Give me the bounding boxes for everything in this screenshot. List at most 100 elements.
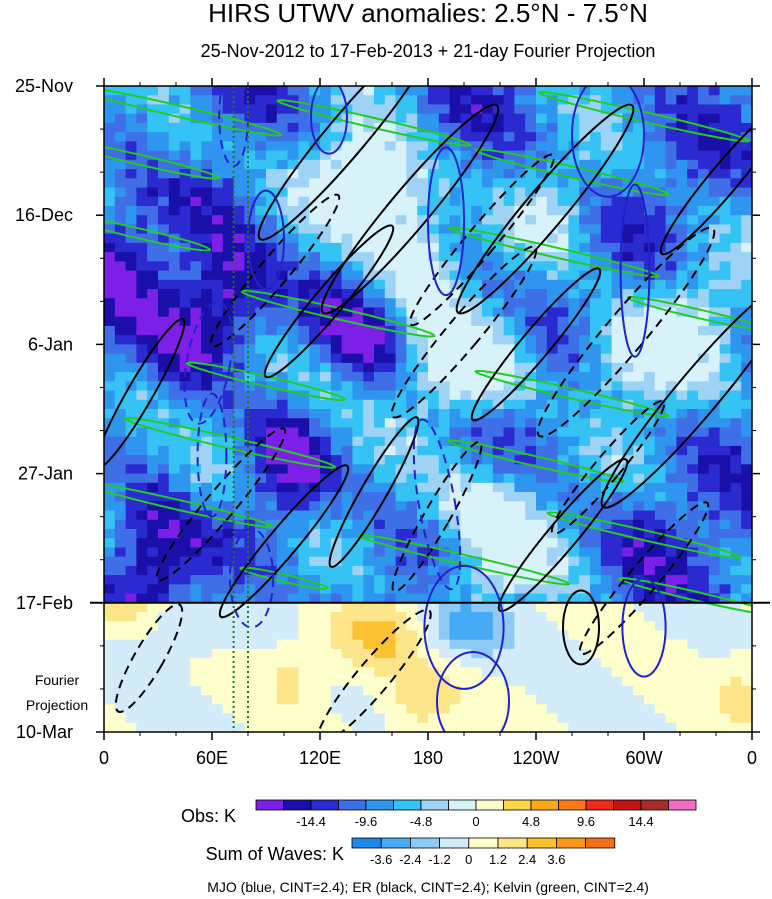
obs-cell bbox=[525, 538, 537, 549]
obs-cell bbox=[654, 335, 667, 345]
obs-cell bbox=[222, 510, 235, 521]
projection-cell bbox=[212, 685, 224, 696]
obs-cell bbox=[158, 270, 170, 281]
obs-cell bbox=[514, 547, 526, 558]
obs-cell bbox=[309, 224, 321, 235]
obs-cell bbox=[460, 289, 472, 299]
projection-cell bbox=[363, 685, 375, 696]
projection-cell bbox=[428, 639, 440, 650]
obs-cell bbox=[309, 584, 321, 595]
obs-cell bbox=[708, 150, 721, 161]
obs-cell bbox=[525, 353, 537, 364]
obs-cell bbox=[266, 510, 278, 521]
obs-cell bbox=[168, 547, 181, 558]
obs-cell bbox=[730, 353, 742, 364]
obs-cell bbox=[406, 150, 418, 161]
projection-cell bbox=[579, 602, 591, 613]
obs-cell bbox=[222, 187, 235, 198]
projection-cell bbox=[471, 648, 483, 659]
obs-cell bbox=[395, 122, 407, 133]
obs-cell bbox=[536, 307, 548, 318]
projection-cell bbox=[503, 639, 515, 650]
obs-cell bbox=[233, 141, 245, 152]
projection-cell bbox=[708, 630, 721, 641]
obs-cell bbox=[460, 104, 472, 115]
obs-cell bbox=[320, 390, 332, 401]
obs-cell bbox=[395, 205, 407, 216]
obs-cell bbox=[320, 150, 332, 161]
obs-cell bbox=[201, 261, 213, 272]
obs-cell bbox=[266, 492, 278, 502]
obs-cell bbox=[320, 372, 332, 382]
obs-cell bbox=[579, 418, 591, 429]
obs-cell bbox=[676, 399, 688, 410]
obs-cell bbox=[222, 252, 235, 262]
obs-cell bbox=[276, 178, 289, 189]
projection-cell bbox=[449, 658, 461, 668]
obs-cell bbox=[320, 464, 332, 475]
projection-cell bbox=[179, 621, 191, 632]
projection-cell bbox=[546, 667, 559, 678]
obs-cell bbox=[384, 427, 397, 438]
obs-cell bbox=[730, 492, 742, 502]
obs-cell bbox=[320, 547, 332, 558]
obs-cell bbox=[330, 196, 343, 207]
obs-cell bbox=[309, 565, 321, 576]
obs-cell bbox=[698, 473, 710, 484]
obs-cell bbox=[503, 575, 515, 585]
obs-cell bbox=[471, 473, 483, 484]
obs-cell bbox=[136, 427, 148, 438]
projection-cell bbox=[654, 630, 667, 641]
obs-cell bbox=[622, 501, 634, 512]
obs-cell bbox=[125, 95, 137, 106]
obs-cell bbox=[536, 104, 548, 115]
obs-cell bbox=[201, 399, 213, 410]
obs-cell bbox=[417, 418, 429, 429]
obs-cell bbox=[287, 205, 299, 216]
obs-cell bbox=[352, 418, 364, 429]
projection-cell bbox=[104, 676, 116, 687]
projection-cell bbox=[201, 602, 213, 613]
obs-cell bbox=[374, 95, 386, 106]
projection-cell bbox=[676, 685, 688, 696]
obs-cell bbox=[741, 86, 752, 96]
obs-cell bbox=[579, 252, 591, 262]
obs-cell bbox=[330, 427, 343, 438]
obs-cell bbox=[417, 95, 429, 106]
obs-cell bbox=[568, 390, 580, 401]
projection-cell bbox=[276, 676, 289, 687]
obs-cell bbox=[136, 584, 148, 595]
obs-cell bbox=[114, 501, 127, 512]
projection-cell bbox=[622, 685, 634, 696]
projection-cell bbox=[179, 648, 191, 659]
obs-cell bbox=[298, 95, 310, 106]
obs-cell bbox=[622, 325, 634, 336]
obs-cell bbox=[406, 528, 418, 539]
obs-cell bbox=[633, 381, 645, 392]
obs-cell bbox=[449, 445, 461, 456]
obs-cell bbox=[309, 169, 321, 179]
projection-cell bbox=[244, 722, 256, 732]
obs-cell bbox=[428, 289, 440, 299]
obs-cell bbox=[546, 584, 559, 595]
obs-cell bbox=[384, 584, 397, 595]
projection-cell bbox=[579, 695, 591, 705]
obs-cell bbox=[611, 547, 623, 558]
obs-cell bbox=[536, 519, 548, 530]
obs-cell bbox=[233, 455, 245, 465]
obs-cell bbox=[730, 104, 742, 115]
obs-cell bbox=[622, 316, 634, 327]
obs-cell bbox=[644, 132, 656, 142]
projection-cell bbox=[222, 621, 235, 632]
obs-cell bbox=[352, 178, 364, 189]
obs-cell bbox=[114, 141, 127, 152]
obs-cell bbox=[590, 519, 602, 530]
obs-cell bbox=[676, 86, 688, 96]
obs-cell bbox=[114, 584, 127, 595]
obs-cell bbox=[168, 122, 181, 133]
obs-cell bbox=[719, 528, 731, 539]
projection-cell bbox=[320, 722, 332, 732]
obs-cell bbox=[201, 565, 213, 576]
er-contour bbox=[550, 399, 666, 535]
obs-cell bbox=[708, 473, 721, 484]
